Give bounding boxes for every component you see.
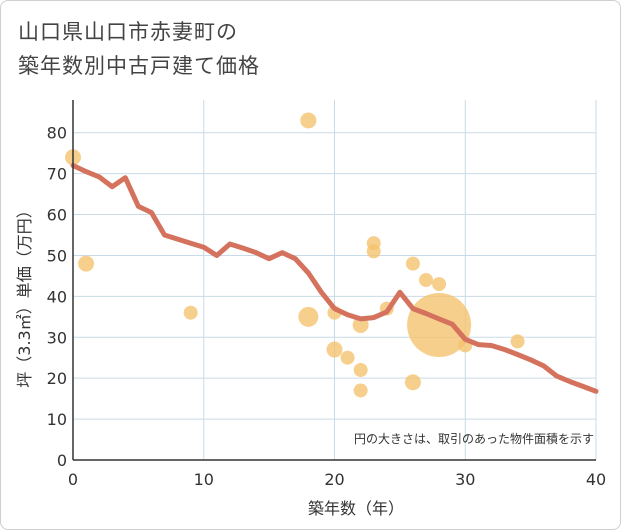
data-point bbox=[407, 293, 472, 357]
y-axis-label: 坪（3.3㎡）単価（万円） bbox=[15, 202, 34, 387]
trend-line bbox=[70, 163, 599, 394]
data-point bbox=[300, 112, 317, 129]
x-tick-label: 10 bbox=[194, 470, 214, 489]
data-point bbox=[404, 374, 421, 391]
data-point bbox=[432, 277, 447, 292]
y-tick-label: 30 bbox=[47, 328, 67, 347]
data-point bbox=[183, 305, 198, 320]
tick-labels: 0 10 20 30 40 50 60 70 80 0 10 20 30 40 bbox=[47, 124, 607, 489]
title-line-1: 山口県山口市赤妻町の bbox=[18, 20, 238, 44]
data-point bbox=[353, 363, 368, 377]
y-tick-label: 50 bbox=[47, 246, 67, 265]
bubbles bbox=[65, 112, 525, 398]
data-point bbox=[340, 350, 355, 365]
data-point bbox=[326, 341, 343, 358]
data-point bbox=[405, 256, 420, 271]
y-tick-label: 20 bbox=[47, 369, 67, 388]
data-point bbox=[419, 273, 434, 287]
data-point bbox=[78, 255, 95, 272]
y-tick-label: 10 bbox=[47, 410, 67, 429]
y-tick-label: 80 bbox=[47, 124, 67, 143]
grid bbox=[73, 100, 597, 460]
data-point bbox=[510, 334, 525, 349]
data-point bbox=[298, 306, 319, 327]
data-point bbox=[366, 244, 381, 259]
title-line-2: 築年数別中古戸建て価格 bbox=[18, 54, 260, 78]
axes bbox=[72, 100, 596, 461]
x-tick-label: 20 bbox=[324, 470, 344, 489]
y-tick-label: 0 bbox=[57, 451, 67, 470]
data-point bbox=[353, 383, 368, 398]
size-note: 円の大きさは、取引のあった物件面積を示す bbox=[354, 431, 594, 446]
y-tick-label: 60 bbox=[47, 206, 67, 225]
x-tick-label: 40 bbox=[586, 470, 606, 489]
x-axis-label: 築年数（年） bbox=[308, 499, 404, 518]
x-tick-label: 0 bbox=[68, 470, 78, 489]
y-tick-label: 40 bbox=[47, 287, 67, 306]
y-tick-label: 70 bbox=[47, 165, 67, 184]
chart-title: 山口県山口市赤妻町の 築年数別中古戸建て価格 bbox=[18, 15, 260, 83]
x-tick-label: 30 bbox=[455, 470, 475, 489]
